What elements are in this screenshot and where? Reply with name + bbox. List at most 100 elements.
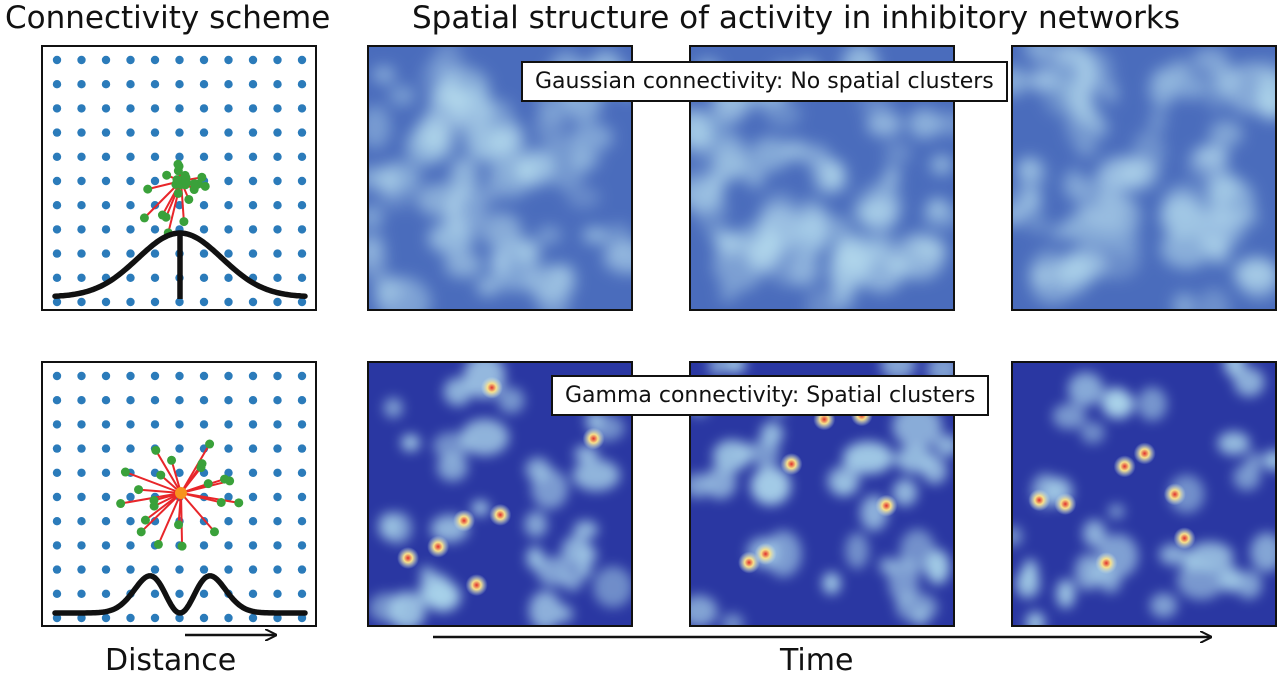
activity-blob <box>691 167 722 203</box>
grid-dot <box>77 517 86 526</box>
grid-dot <box>101 80 111 89</box>
grid-dot <box>224 396 233 405</box>
grid-dot <box>224 517 233 526</box>
grid-dot <box>199 152 209 161</box>
grid-dot <box>297 55 307 65</box>
grid-dot <box>150 128 160 137</box>
activity-blob <box>570 122 614 152</box>
grid-dot <box>126 492 135 502</box>
target-node <box>173 188 183 198</box>
activity-blob <box>536 556 571 586</box>
grid-dot <box>52 517 62 526</box>
connection-line <box>140 492 182 533</box>
activity-blob <box>405 126 448 166</box>
grid-dot <box>199 55 209 65</box>
grid-dot <box>77 55 86 65</box>
grid-dot <box>150 420 160 429</box>
grid-dot <box>126 104 135 113</box>
grid-dot <box>273 55 282 65</box>
activity-blob <box>574 445 599 462</box>
grid-dot <box>297 444 307 453</box>
grid-dot <box>224 128 233 137</box>
activity-blob <box>1172 292 1196 309</box>
grid-dot <box>101 492 111 502</box>
grid-dot <box>126 444 135 453</box>
activity-blob <box>1233 367 1265 397</box>
activity-structure-title: Spatial structure of activity in inhibit… <box>412 0 1181 36</box>
target-nodes <box>116 439 244 551</box>
grid-dot <box>224 492 233 502</box>
grid-dot <box>150 249 160 258</box>
activity-clusters <box>1028 442 1196 575</box>
activity-blob <box>1197 288 1231 309</box>
grid-dot <box>52 225 62 234</box>
activity-blob <box>418 573 453 607</box>
activity-blob <box>376 274 394 304</box>
target-node <box>172 175 182 185</box>
activity-cluster <box>1095 552 1118 575</box>
gaussian-activity-map-t3 <box>1011 45 1277 311</box>
activity-cluster <box>453 509 476 532</box>
activity-blob <box>738 441 755 463</box>
activity-blob <box>908 108 941 139</box>
distance-label: Distance <box>105 643 237 678</box>
activity-blob <box>536 226 562 244</box>
activity-blob <box>1101 389 1135 419</box>
grid-dot <box>224 80 233 89</box>
grid-dot <box>175 80 184 89</box>
target-node <box>151 445 161 455</box>
activity-blob <box>1025 611 1045 625</box>
grid-dot <box>150 273 160 282</box>
grid-dot <box>199 225 209 234</box>
grid-dot <box>175 55 184 65</box>
grid-dot <box>175 396 184 405</box>
grid-dot <box>273 249 282 258</box>
target-node <box>139 213 149 223</box>
activity-blob <box>571 150 600 170</box>
grid-dot <box>126 201 135 210</box>
activity-blob <box>372 66 396 83</box>
activity-blob <box>799 196 821 226</box>
grid-dot <box>273 444 282 453</box>
activity-blob <box>1149 593 1178 618</box>
grid-dots <box>52 371 307 623</box>
grid-dot <box>101 128 111 137</box>
grid-dot <box>273 396 282 405</box>
grid-dot <box>150 176 160 186</box>
grid-dot <box>248 128 258 137</box>
target-node <box>149 495 159 505</box>
connection-lines <box>143 164 206 234</box>
grid-dot <box>77 297 86 307</box>
activity-blob <box>529 590 562 625</box>
activity-blob <box>1013 525 1023 547</box>
activity-blob <box>1159 544 1188 566</box>
grid-dot <box>126 613 135 623</box>
activity-blob <box>721 613 744 625</box>
source-node <box>175 487 187 499</box>
target-node <box>190 181 200 191</box>
activity-blob <box>1223 363 1245 378</box>
grid-dot <box>297 297 307 307</box>
activity-blob <box>566 186 601 209</box>
grid-dot <box>150 55 160 65</box>
activity-blob <box>369 105 391 149</box>
grid-dot <box>248 201 258 210</box>
target-node <box>157 210 167 220</box>
activity-blob <box>803 144 830 170</box>
activity-blob <box>1108 504 1125 519</box>
grid-dot <box>273 468 282 477</box>
grid-dot <box>297 420 307 429</box>
activity-blob <box>1208 120 1243 148</box>
target-node <box>153 539 163 549</box>
grid-dot <box>101 176 111 186</box>
activity-blob <box>860 196 899 232</box>
activity-blob <box>1148 69 1176 109</box>
activity-cluster <box>427 535 450 558</box>
grid-dot <box>77 565 86 574</box>
target-node <box>143 184 153 194</box>
grid-dot <box>126 541 135 550</box>
grid-dot <box>175 565 184 574</box>
target-node <box>203 479 213 489</box>
activity-blobs <box>1013 363 1275 625</box>
activity-blob <box>760 421 784 447</box>
